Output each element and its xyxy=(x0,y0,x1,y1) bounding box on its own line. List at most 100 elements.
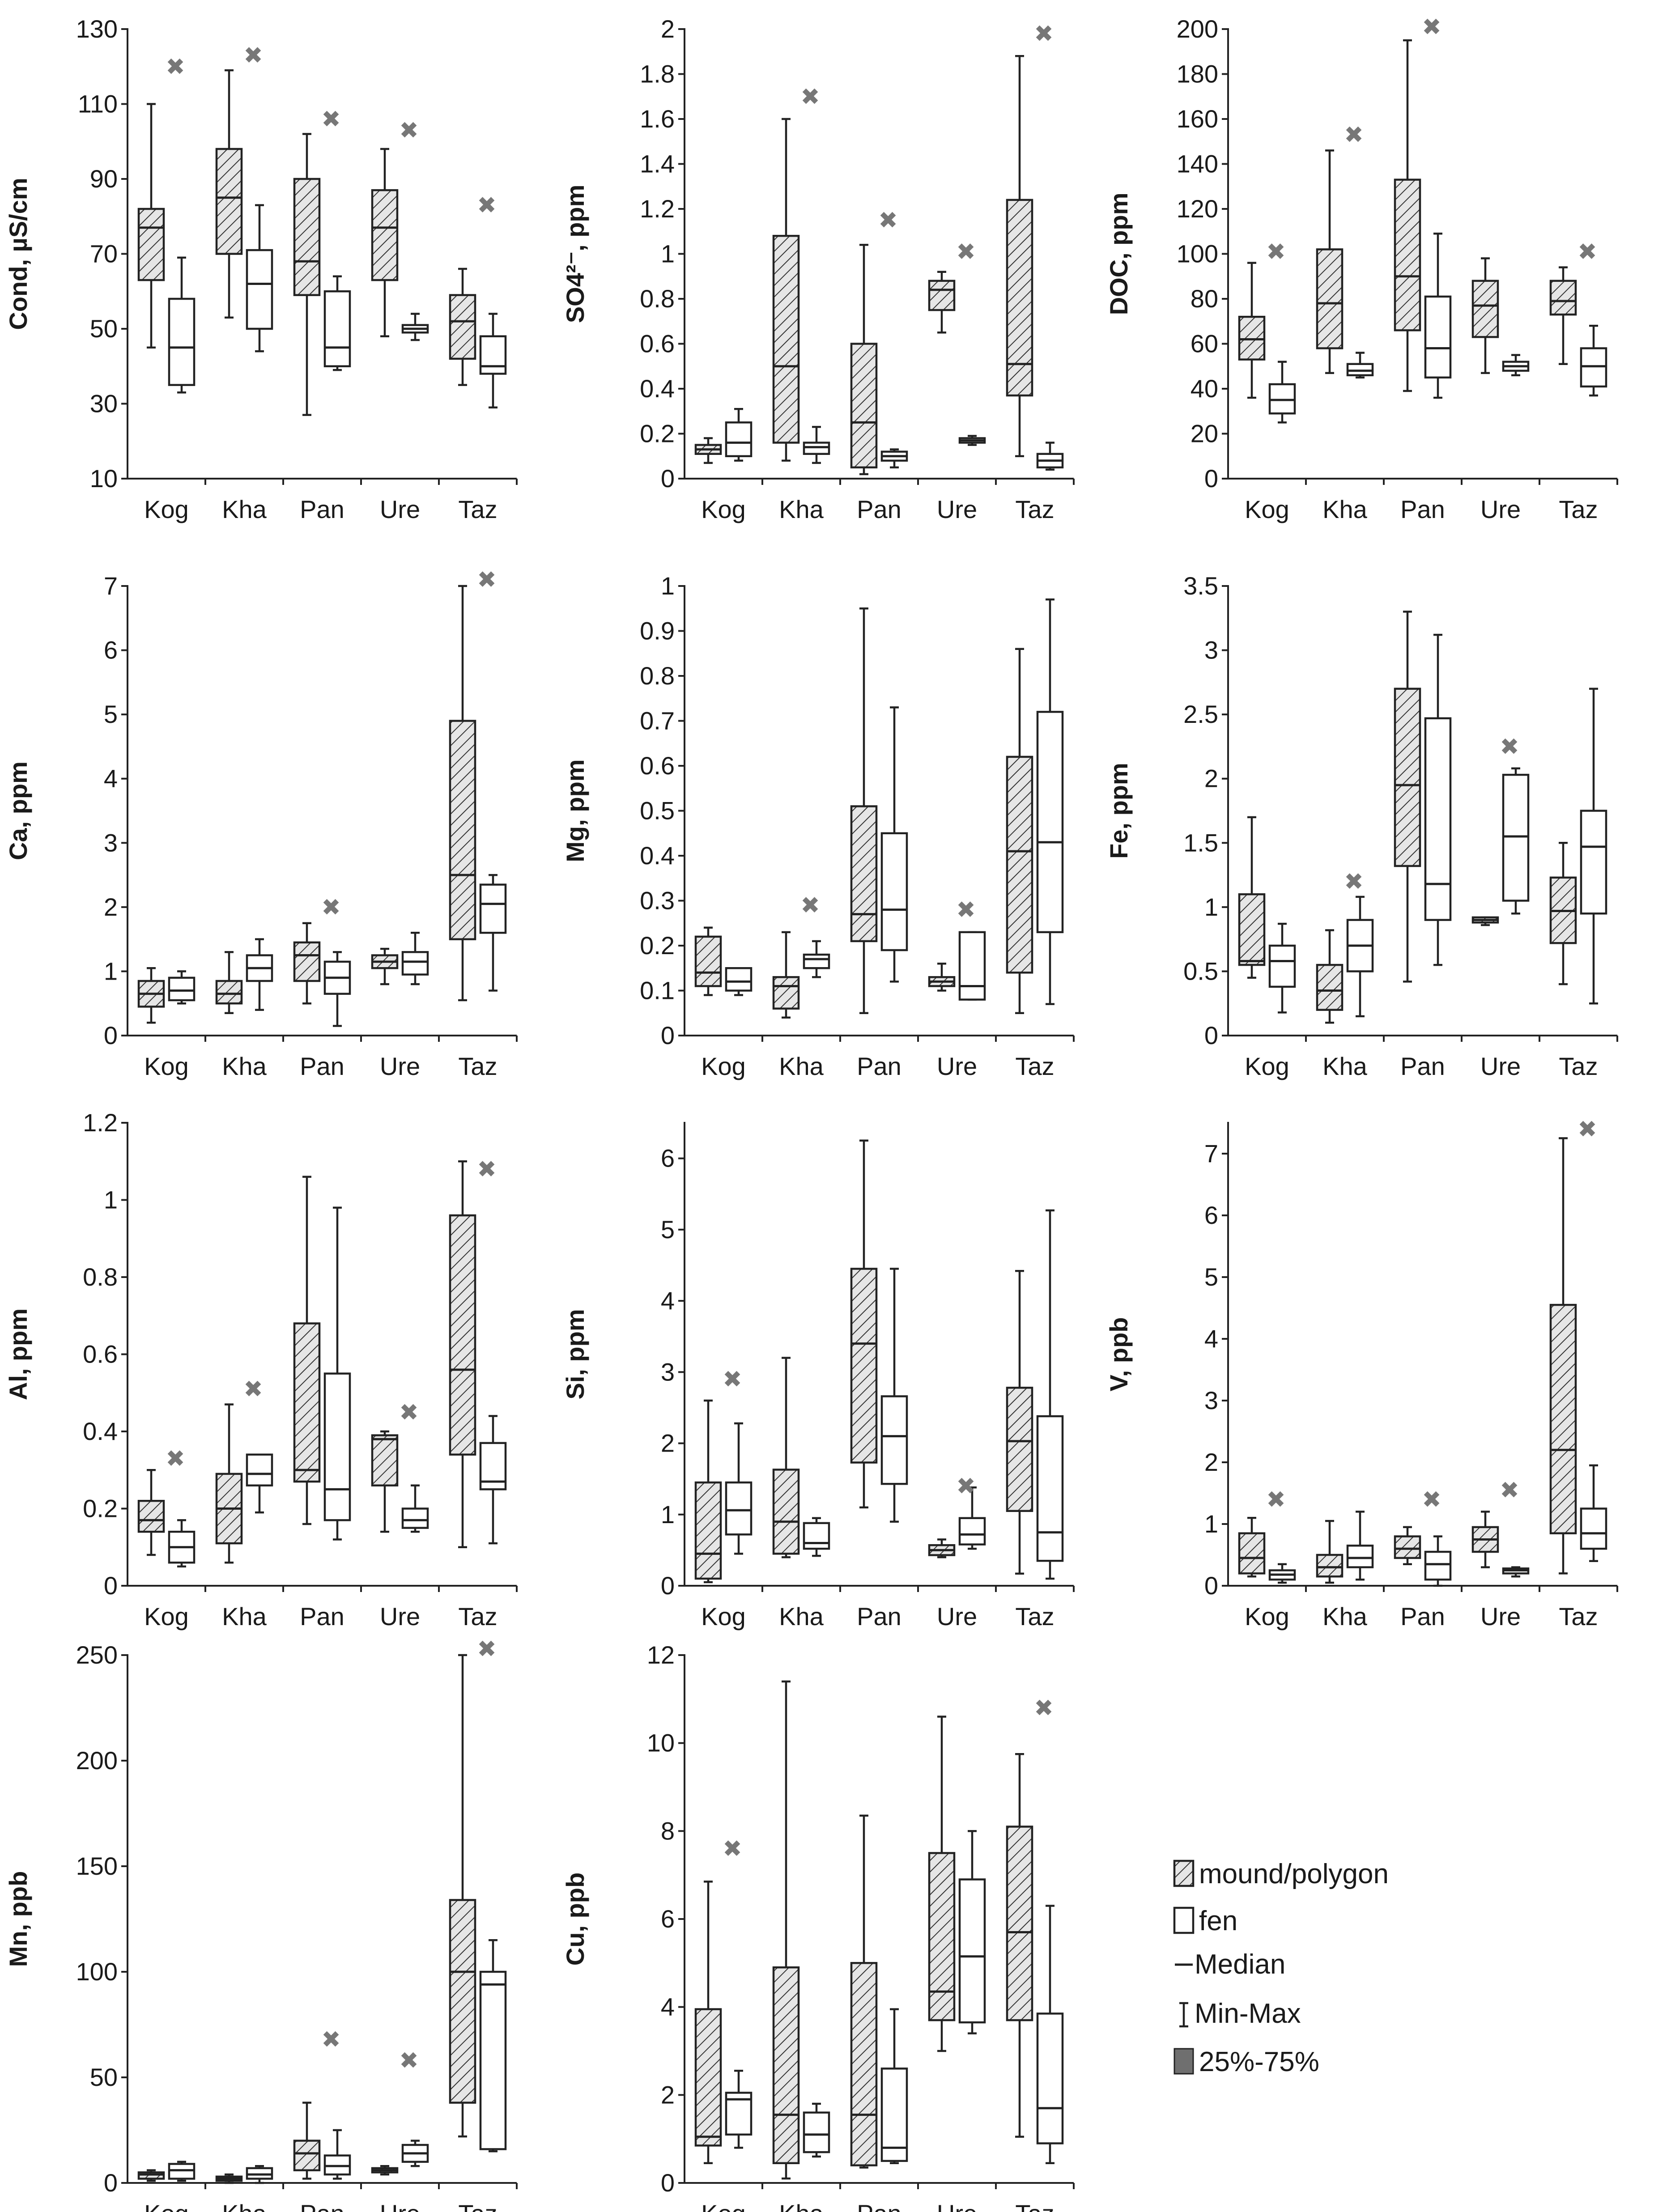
box-mound-ure xyxy=(1471,257,1499,374)
y-tick-label: 150 xyxy=(76,1852,118,1880)
y-tick-label: 5 xyxy=(104,700,118,728)
box-mound-pan xyxy=(293,1176,321,1525)
box-fen-kha xyxy=(246,204,273,352)
significance-mark: ✖ xyxy=(956,897,976,924)
box-mound-ure xyxy=(928,1538,956,1558)
box-fen-kha xyxy=(246,2165,273,2184)
significance-mark: ✖ xyxy=(878,207,898,234)
x-tick-label: Taz xyxy=(1559,495,1598,523)
significance-mark: ✖ xyxy=(321,894,341,921)
y-tick-label: 0.4 xyxy=(640,841,675,870)
y-tick-label: 50 xyxy=(90,2063,118,2091)
x-tick-label: Ure xyxy=(380,495,420,523)
box-mound-kog xyxy=(694,926,722,996)
y-tick-label: 6 xyxy=(104,636,118,664)
y-tick-label: 30 xyxy=(90,390,118,418)
y-tick-label: 10 xyxy=(90,464,118,492)
box-fen-kog xyxy=(168,256,196,394)
y-tick-label: 0 xyxy=(1204,1571,1218,1600)
y-tick-label: 60 xyxy=(1191,330,1218,358)
significance-mark: ✖ xyxy=(477,567,497,594)
panel-1: 10 30 50 70 90 110 130 Cond, µS/cm Kog Kha Pan Ure T… xyxy=(4,15,518,523)
box-mound-ure xyxy=(1471,1511,1499,1568)
y-tick-label: 2 xyxy=(1204,764,1218,793)
x-tick-label: Kog xyxy=(144,1602,189,1630)
box-mound-pan xyxy=(1394,39,1421,392)
box-mound-kha xyxy=(215,1403,243,1564)
box-mound-kha xyxy=(772,931,800,1019)
box-fen-pan xyxy=(880,1268,908,1523)
y-tick-label: 5 xyxy=(1204,1263,1218,1291)
box-fen-pan xyxy=(1424,1535,1452,1587)
y-tick-label: 4 xyxy=(661,1993,675,2021)
y-tick-label: 1 xyxy=(661,572,675,600)
y-tick-label: 90 xyxy=(90,165,118,193)
significance-mark: ✖ xyxy=(399,2047,419,2074)
box-fen-ure xyxy=(958,1486,986,1550)
box-fen-ure xyxy=(958,931,986,1001)
significance-mark: ✖ xyxy=(1034,1695,1054,1722)
x-tick-label: Pan xyxy=(300,2199,344,2212)
y-tick-label: 100 xyxy=(1177,240,1218,268)
y-axis-label: V, ppb xyxy=(1105,1317,1133,1392)
box-mound-kha xyxy=(772,1680,800,2180)
box-fen-kog xyxy=(725,408,753,462)
significance-mark: ✖ xyxy=(956,1473,976,1500)
box-fen-taz xyxy=(1036,598,1064,1005)
box-mound-taz xyxy=(1006,1753,1033,2138)
box-fen-kog xyxy=(725,2070,753,2149)
x-tick-label: Taz xyxy=(458,1602,497,1630)
box-fen-pan xyxy=(880,448,908,469)
significance-mark: ✖ xyxy=(1500,734,1519,760)
x-tick-label: Ure xyxy=(1480,1052,1521,1080)
box-mound-kog xyxy=(1238,816,1266,979)
y-axis-label: Mg, ppm xyxy=(561,759,589,862)
y-tick-label: 7 xyxy=(1204,1139,1218,1168)
box-mound-kha xyxy=(1316,1520,1344,1584)
significance-mark: ✖ xyxy=(1422,14,1441,41)
box-mound-pan xyxy=(850,244,878,476)
significance-mark: ✖ xyxy=(166,54,185,81)
box-mound-taz xyxy=(449,1160,476,1548)
x-tick-label: Kog xyxy=(701,1052,746,1080)
panel-8: 0 1 2 3 4 5 6 Si, ppm Kog Kha Pan Ure Taz ✖ ✖ xyxy=(561,1122,1075,1630)
x-tick-label: Kog xyxy=(701,495,746,523)
box-mound-kog xyxy=(137,1469,165,1556)
x-tick-label: Kog xyxy=(144,495,189,523)
box-mound-ure xyxy=(371,1430,399,1533)
box-fen-ure xyxy=(401,2140,429,2167)
legend-label-minmax: Min-Max xyxy=(1195,1998,1301,2029)
y-tick-label: 2 xyxy=(661,1429,675,1457)
box-fen-ure xyxy=(401,313,429,341)
y-tick-label: 100 xyxy=(76,1957,118,1986)
box-fen-taz xyxy=(1580,325,1607,397)
y-tick-label: 1.4 xyxy=(640,150,675,178)
box-fen-kha xyxy=(803,2102,830,2158)
significance-mark: ✖ xyxy=(166,1445,185,1472)
y-tick-label: 110 xyxy=(78,90,118,118)
y-tick-label: 0.6 xyxy=(640,751,675,780)
box-mound-ure xyxy=(371,2165,399,2176)
y-tick-label: 3 xyxy=(1204,636,1218,664)
box-mound-kog xyxy=(137,2169,165,2182)
y-tick-label: 0 xyxy=(661,1571,675,1600)
y-tick-label: 140 xyxy=(1177,150,1218,178)
significance-mark: ✖ xyxy=(1344,868,1364,895)
box-mound-ure xyxy=(928,1715,956,2052)
x-tick-label: Taz xyxy=(458,2199,497,2212)
y-axis-label: Si, ppm xyxy=(561,1309,589,1399)
box-fen-pan xyxy=(323,275,351,371)
box-fen-ure xyxy=(1502,1566,1530,1578)
panel-3: 0 20 40 60 80 100 120 140 160 180 200 DOC, ppm Kog Kh… xyxy=(1105,14,1618,523)
y-tick-label: 200 xyxy=(76,1746,118,1775)
significance-mark: ✖ xyxy=(399,117,419,144)
y-tick-label: 7 xyxy=(104,572,118,600)
y-tick-label: 1.6 xyxy=(640,105,675,133)
y-axis-label: Cond, µS/cm xyxy=(4,178,32,330)
box-fen-pan xyxy=(1424,633,1452,966)
box-fen-taz xyxy=(479,1939,507,2153)
panel-10: 0 50 100 150 200 250 Mn, ppb Kog Kha Pan Ure Taz ✖ ✖ ✖ xyxy=(4,1636,518,2212)
significance-mark: ✖ xyxy=(1500,1477,1519,1504)
y-axis-label: Fe, ppm xyxy=(1105,763,1133,859)
